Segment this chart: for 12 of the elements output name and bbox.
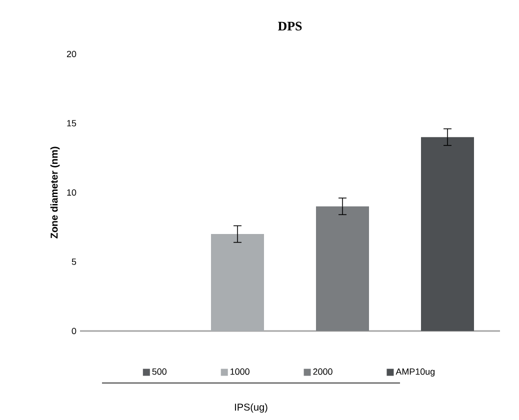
chart-title: DPS: [278, 22, 302, 30]
legend-label: 2000: [313, 368, 332, 375]
legend-label: 1000: [230, 368, 250, 375]
legend-label: AMP10ug: [396, 368, 435, 377]
y-tick-label: 0: [72, 328, 76, 334]
y-tick-label: 15: [67, 120, 76, 126]
text: IPS(ug): [235, 403, 268, 413]
y-axis-title: Zone diameter (nm): [50, 146, 60, 238]
y-tick-label: 20: [66, 50, 76, 58]
legend-label: 500: [152, 368, 167, 375]
y-tick-label: 5: [72, 258, 76, 265]
y-tick-label: 10: [67, 189, 76, 196]
